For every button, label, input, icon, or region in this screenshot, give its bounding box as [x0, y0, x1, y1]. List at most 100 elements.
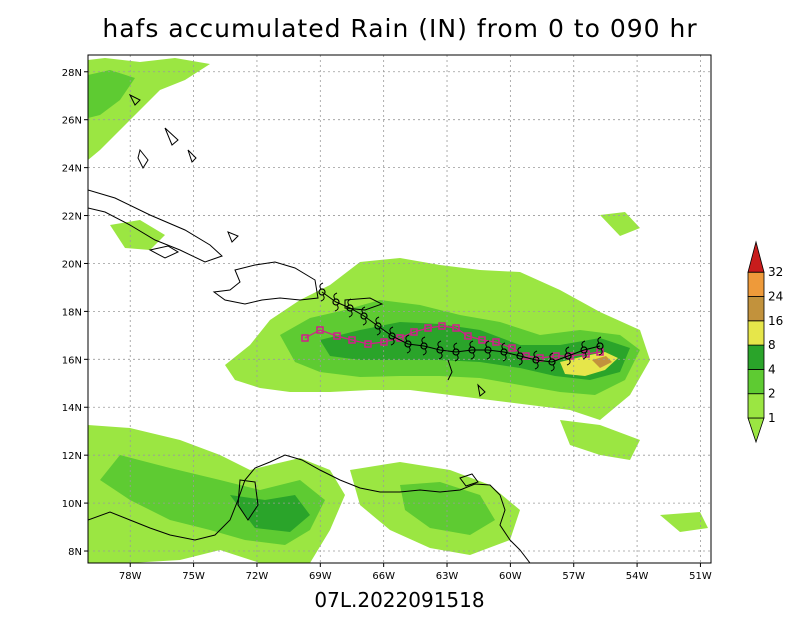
coastline-bahamas-2 — [137, 148, 149, 170]
observed-track-marker — [552, 352, 560, 360]
colorbar-label: 16 — [768, 314, 783, 328]
colorbar-segment — [747, 296, 765, 322]
colorbar-segment — [747, 344, 765, 370]
lon-tick-label: 63W — [436, 571, 459, 582]
rain-area-east — [600, 212, 640, 236]
hurricane-symbol — [404, 334, 412, 354]
lon-tick-label: 51W — [689, 571, 712, 582]
lat-tick-label: 22N — [62, 212, 82, 223]
observed-track-marker — [410, 328, 418, 336]
rain-area-north-atlantic-core — [88, 70, 135, 118]
hurricane-symbol — [388, 326, 396, 346]
colorbar-label: 1 — [768, 411, 776, 425]
forecast-track — [318, 282, 604, 372]
colorbar-label: 8 — [768, 338, 776, 352]
coastline-bahamas-3 — [164, 127, 179, 146]
lat-tick-label: 24N — [62, 164, 82, 175]
hurricane-symbol — [360, 306, 368, 326]
hurricane-symbol — [374, 316, 382, 336]
coastline-cuba — [88, 189, 223, 263]
rain-area-east-south — [560, 420, 640, 460]
observed-track-marker — [364, 340, 372, 348]
hurricane-symbol — [436, 340, 444, 360]
lat-tick-label: 28N — [62, 68, 82, 79]
lon-tick-label: 66W — [372, 571, 395, 582]
rain-area-far-east — [660, 512, 708, 532]
rain-area-bahamas — [110, 220, 165, 250]
hurricane-symbol — [564, 346, 572, 366]
hurricane-symbol — [332, 292, 340, 312]
storm-id-date: 07L.2022091518 — [314, 588, 485, 612]
hurricane-symbol — [596, 336, 604, 356]
coastline-bahamas-5 — [227, 231, 239, 243]
observed-track-marker — [424, 324, 432, 332]
lon-tick-label: 75W — [182, 571, 205, 582]
colorbar-segment — [747, 368, 765, 395]
longitude-tick-labels: 78W 75W 72W 69W 66W 63W 60W 57W 54W 51W — [119, 563, 712, 582]
observed-track-marker — [348, 336, 356, 344]
hurricane-symbol — [452, 342, 460, 362]
colorbar-high-triangle — [747, 240, 765, 273]
colorbar-low-triangle — [747, 417, 765, 444]
lon-tick-label: 78W — [119, 571, 142, 582]
rain-area-south-central-2in — [400, 482, 495, 535]
lat-tick-label: 16N — [62, 355, 82, 366]
coastline-puerto-rico — [344, 297, 384, 311]
lat-tick-label: 12N — [62, 451, 82, 462]
hurricane-symbol — [346, 298, 354, 318]
colorbar-segment — [747, 320, 765, 346]
coastline-windward-islands — [447, 359, 453, 381]
coastline-hispaniola — [212, 261, 319, 305]
plot-area — [88, 55, 711, 563]
lat-tick-label: 14N — [62, 403, 82, 414]
coastline-guadeloupe — [477, 383, 486, 397]
hurricane-symbol — [548, 352, 556, 372]
forecast-track-line — [321, 291, 601, 363]
observed-track-marker — [452, 324, 460, 332]
coastline-bahamas-1 — [128, 93, 141, 106]
hurricane-symbol — [420, 336, 428, 356]
coastline-south-america — [88, 454, 531, 563]
observed-track-marker — [333, 332, 341, 340]
observed-track-line — [304, 325, 601, 359]
observed-track-marker — [464, 332, 472, 340]
hurricane-symbol — [516, 346, 524, 366]
map-title: hafs accumulated Rain (IN) from 0 to 090… — [102, 14, 698, 43]
lon-tick-label: 54W — [626, 571, 649, 582]
lon-tick-label: 72W — [246, 571, 269, 582]
hurricane-symbol — [500, 342, 508, 362]
colorbar-label: 32 — [768, 265, 783, 279]
colorbar-segment — [747, 393, 765, 419]
coastline-bahamas-4 — [187, 149, 197, 163]
lon-tick-label: 69W — [309, 571, 332, 582]
observed-track-marker — [492, 338, 500, 346]
observed-track-marker — [316, 326, 324, 334]
rain-area-south-west-4in — [230, 495, 310, 532]
colorbar-label: 4 — [768, 362, 776, 376]
lat-tick-label: 8N — [68, 547, 82, 558]
colorbar-label: 24 — [768, 290, 783, 304]
observed-track-marker — [508, 344, 516, 352]
coastlines — [88, 93, 531, 563]
lon-tick-label: 57W — [562, 571, 585, 582]
hurricane-symbol — [532, 350, 540, 370]
coastline-trinidad — [459, 473, 479, 487]
lat-tick-label: 26N — [62, 116, 82, 127]
lat-tick-label: 18N — [62, 307, 82, 318]
rain-area-core-16in — [592, 356, 612, 368]
observed-track-marker — [301, 334, 309, 342]
hurricane-symbol — [580, 340, 588, 360]
latitude-tick-labels: 8N 10N 12N 14N 16N 18N 20N 22N 24N 26N 28N — [62, 68, 88, 558]
gridlines — [88, 55, 711, 563]
coastline-lake-maracaibo — [237, 479, 259, 521]
lat-tick-label: 10N — [62, 499, 82, 510]
hurricane-symbol — [484, 340, 492, 360]
lat-tick-label: 20N — [62, 259, 82, 270]
hurricane-symbol — [468, 340, 476, 360]
colorbar-label: 2 — [768, 387, 776, 401]
hurricane-symbol — [318, 282, 326, 302]
lon-tick-label: 60W — [499, 571, 522, 582]
coastline-jamaica — [148, 245, 180, 259]
